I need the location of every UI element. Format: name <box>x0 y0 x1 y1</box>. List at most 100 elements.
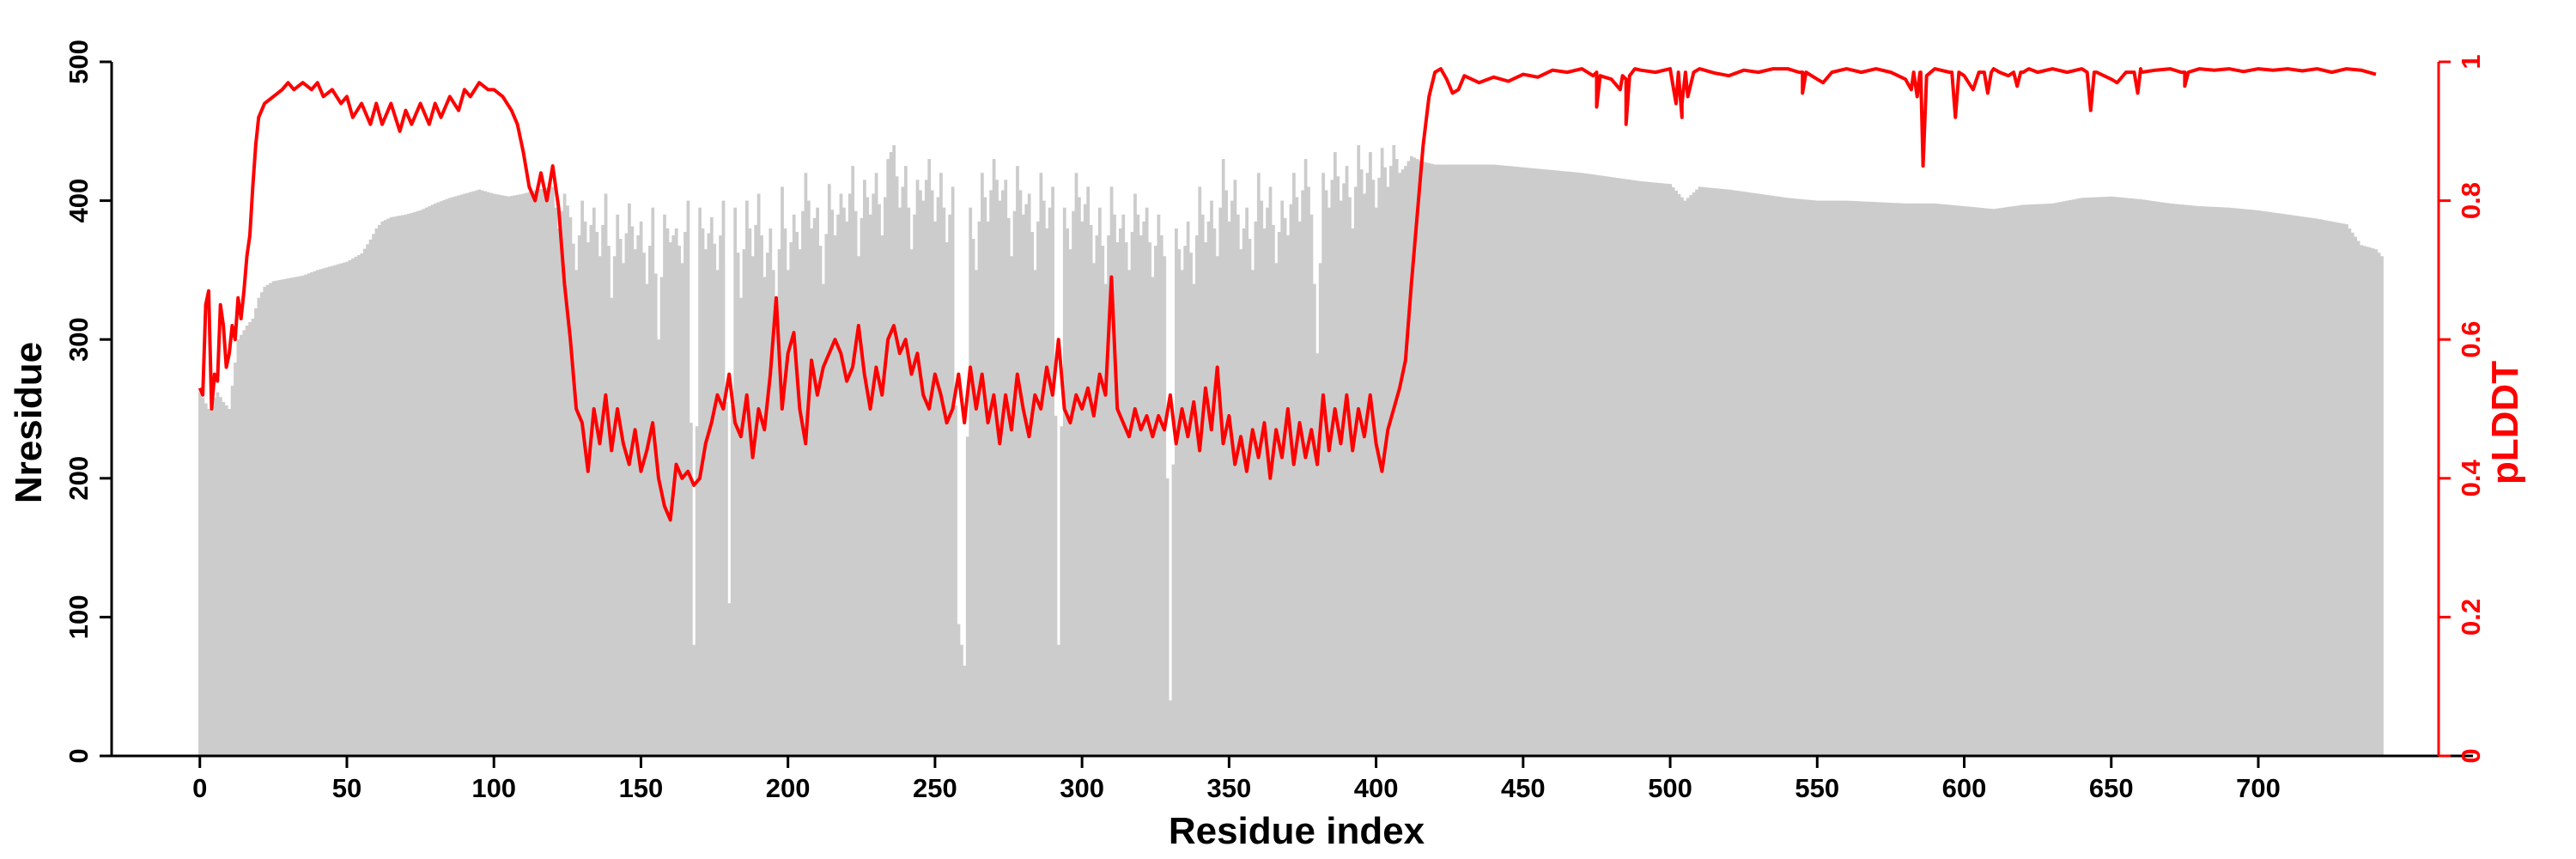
nresidue-bar <box>1139 235 1143 756</box>
nresidue-bar <box>1807 199 1811 756</box>
nresidue-bar <box>2288 215 2293 757</box>
nresidue-bar <box>416 210 420 756</box>
nresidue-bar <box>1127 270 1131 756</box>
nresidue-bar <box>971 239 975 756</box>
nresidue-bar <box>1404 166 1407 756</box>
nresidue-bar <box>1501 165 1504 757</box>
nresidue-bar <box>1142 221 1146 757</box>
nresidue-bar <box>2292 215 2296 757</box>
nresidue-bar <box>2127 198 2131 756</box>
nresidue-bar <box>1660 183 1663 757</box>
nresidue-bar <box>2283 214 2287 756</box>
nresidue-bar <box>1124 242 1128 757</box>
nresidue-bar <box>515 194 519 756</box>
nresidue-bar <box>2227 207 2231 756</box>
nresidue-bar <box>2044 204 2049 756</box>
nresidue-bar <box>1154 246 1157 756</box>
nresidue-bar <box>1365 173 1370 756</box>
nresidue-bar <box>356 254 361 756</box>
nresidue-bar <box>1006 217 1011 757</box>
nresidue-bar <box>886 159 890 756</box>
nresidue-bar <box>622 263 625 756</box>
nresidue-bar <box>1180 270 1184 756</box>
nresidue-bar <box>880 235 884 756</box>
nresidue-bar <box>1374 207 1378 756</box>
nresidue-bar <box>1636 180 1640 757</box>
nresidue-bar <box>2027 204 2031 756</box>
left-y-axis-title: Nresidue <box>8 342 50 503</box>
nresidue-bar <box>1727 189 1731 757</box>
nresidue-bar <box>1483 164 1487 756</box>
nresidue-bar <box>1680 197 1684 757</box>
nresidue-bar <box>1495 164 1499 756</box>
nresidue-bar <box>633 249 637 756</box>
nresidue-bar <box>930 190 934 757</box>
nresidue-bar <box>1722 189 1725 756</box>
nresidue-bar <box>2277 213 2281 756</box>
nresidue-bar <box>1898 203 1902 756</box>
nresidue-bar <box>351 258 355 757</box>
nresidue-bar <box>2212 206 2216 756</box>
nresidue-bar <box>1498 165 1502 757</box>
nresidue-bar <box>265 284 270 756</box>
nresidue-bar <box>2057 202 2061 757</box>
nresidue-bar <box>2294 216 2299 756</box>
nresidue-bar <box>1189 253 1193 756</box>
nresidue-bar <box>1224 190 1228 757</box>
nresidue-bar <box>1621 179 1625 756</box>
nresidue-bar <box>2191 205 2196 757</box>
nresidue-bar <box>289 277 293 756</box>
nresidue-bar <box>348 259 352 756</box>
nresidue-bar <box>1559 171 1564 756</box>
nresidue-bar <box>721 200 726 757</box>
nresidue-bar <box>839 193 843 756</box>
nresidue-bar <box>1245 207 1249 756</box>
nresidue-bar <box>236 339 240 756</box>
x-tick-label: 0 <box>192 773 207 803</box>
nresidue-bar <box>554 207 558 756</box>
nresidue-bar <box>754 224 758 756</box>
nresidue-bar <box>1198 186 1202 756</box>
nresidue-bar <box>1704 187 1708 757</box>
nresidue-bar <box>977 221 981 757</box>
nresidue-bar <box>1204 242 1208 757</box>
nresidue-bar <box>2318 219 2322 756</box>
nresidue-bar <box>1798 198 1801 756</box>
nresidue-bar <box>2324 220 2328 756</box>
nresidue-bar <box>1051 186 1054 756</box>
nresidue-bar <box>1012 210 1017 757</box>
nresidue-bar <box>1048 207 1052 756</box>
nresidue-bar <box>810 228 814 756</box>
nresidue-bar <box>410 212 414 756</box>
nresidue-bar <box>1733 190 1737 756</box>
nresidue-bar <box>2203 206 2208 756</box>
nresidue-bar <box>295 277 299 756</box>
nresidue-bar <box>1792 198 1795 756</box>
nresidue-bar <box>1836 200 1840 757</box>
nresidue-bar <box>2100 197 2105 757</box>
nresidue-bar <box>342 262 346 756</box>
nresidue-bar <box>1530 168 1534 757</box>
nresidue-bar <box>434 203 437 756</box>
nresidue-bar <box>2162 202 2166 757</box>
nresidue-bar <box>1892 203 1896 756</box>
nresidue-bar <box>939 173 943 756</box>
nresidue-bar <box>2098 197 2102 756</box>
x-ticks: 0 50 100 150 200 250 300 350 400 450 500 550 600 650 7… <box>192 756 2281 803</box>
nresidue-bar <box>1000 190 1005 757</box>
nresidue-bar <box>2030 204 2034 756</box>
nresidue-bar <box>2069 199 2072 756</box>
nresidue-bar <box>1516 167 1520 757</box>
nresidue-bar <box>1547 169 1552 757</box>
nresidue-bar <box>1921 203 1925 756</box>
nresidue-bar <box>401 215 405 756</box>
nresidue-bar <box>2321 219 2325 756</box>
nresidue-bar <box>1850 200 1855 757</box>
nresidue-bar <box>663 214 666 756</box>
nresidue-bar <box>1757 193 1760 756</box>
nresidue-bar <box>386 218 390 757</box>
nresidue-bar <box>1425 162 1428 756</box>
left-y-tick-label: 0 <box>64 748 94 763</box>
nresidue-bar <box>806 200 811 757</box>
nresidue-bar <box>2374 249 2379 756</box>
